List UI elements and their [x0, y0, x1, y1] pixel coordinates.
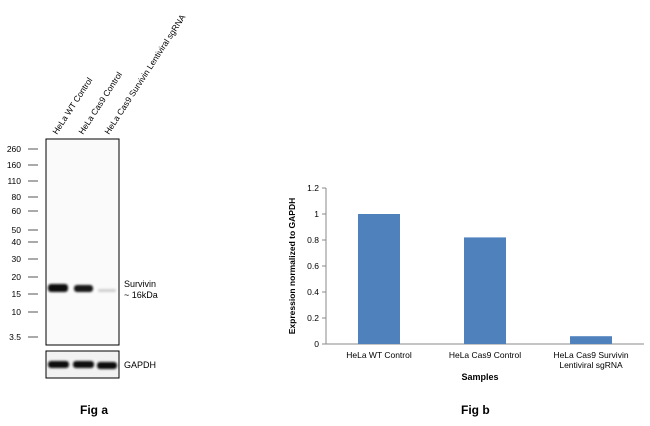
band-survivin-lane-2	[74, 285, 93, 292]
marker-label: 10	[12, 307, 22, 317]
marker-label: 110	[7, 176, 21, 186]
y-axis: 0 0.2 0.4 0.6 0.8 1 1.2	[307, 183, 327, 349]
bar	[570, 336, 612, 344]
x-category-labels: HeLa WT Control HeLa Cas9 Control HeLa Cas…	[346, 350, 629, 370]
y-tick-label: 0.4	[307, 287, 319, 297]
x-axis-title: Samples	[461, 372, 498, 382]
y-tick-label: 0.2	[307, 313, 319, 323]
marker-label: 160	[7, 160, 21, 170]
y-tick-label: 1	[314, 209, 319, 219]
marker-label: 30	[12, 254, 22, 264]
band-gapdh-lane-1	[48, 361, 69, 368]
marker-label: 3.5	[9, 332, 21, 342]
x-tick-label: HeLa WT Control	[346, 350, 412, 360]
marker-label: 60	[12, 206, 22, 216]
band-gapdh-lane-3	[97, 362, 117, 369]
marker-ladder: 260 160 110 80 60 50 40 30 20 15 10 3.5	[7, 144, 38, 342]
western-blot: HeLa WT Control HeLa Cas9 Control HeLa C…	[7, 12, 188, 379]
band-label-size: ~ 16kDa	[124, 290, 158, 300]
band-survivin-lane-1	[48, 284, 68, 292]
caption-fig-b: Fig b	[461, 403, 490, 417]
marker-label: 20	[12, 272, 22, 282]
bar-chart: 0 0.2 0.4 0.6 0.8 1 1.2 HeLa WT Control HeLa Ca…	[287, 183, 644, 382]
marker-label: 80	[12, 192, 22, 202]
x-tick-label: HeLa Cas9 Survivin	[553, 350, 628, 360]
band-gapdh-lane-2	[73, 361, 94, 368]
blot-membrane	[45, 138, 120, 346]
y-axis-title: Expression normalized to GAPDH	[287, 198, 297, 335]
x-tick-label: Lentiviral sgRNA	[559, 360, 623, 370]
marker-label: 15	[12, 289, 22, 299]
band-survivin-lane-3	[98, 289, 116, 292]
y-tick-label: 1.2	[307, 183, 319, 193]
marker-label: 40	[12, 237, 22, 247]
x-tick-label: HeLa Cas9 Control	[449, 350, 521, 360]
bar	[358, 214, 400, 344]
y-tick-label: 0.6	[307, 261, 319, 271]
y-tick-label: 0	[314, 339, 319, 349]
y-tick-label: 0.8	[307, 235, 319, 245]
bars	[358, 214, 612, 344]
gapdh-label: GAPDH	[124, 360, 156, 370]
caption-fig-a: Fig a	[80, 403, 109, 417]
marker-label: 260	[7, 144, 21, 154]
marker-label: 50	[12, 225, 22, 235]
band-label-survivin: Survivin	[124, 279, 156, 289]
bar	[464, 237, 506, 344]
